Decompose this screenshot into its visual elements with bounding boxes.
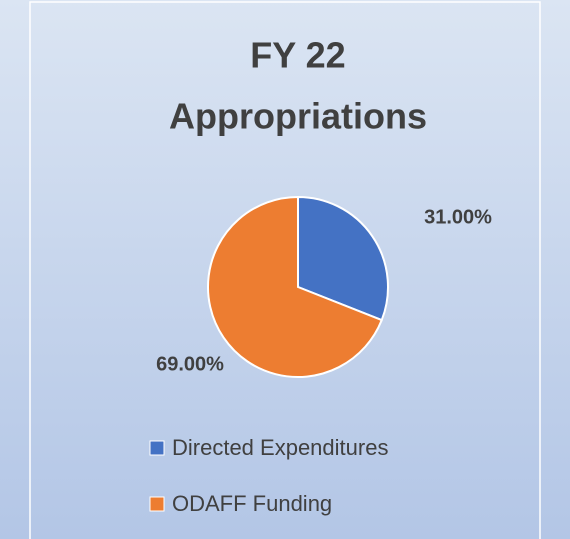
data-label: 69.00% <box>156 353 224 375</box>
legend-swatch <box>149 496 165 512</box>
pie-slice <box>297 195 389 322</box>
legend-swatch <box>149 440 165 456</box>
legend-label: Directed Expenditures <box>172 435 388 460</box>
chart-frame <box>29 1 541 539</box>
data-label: 31.00% <box>424 206 492 228</box>
chart-title: Appropriations <box>169 96 427 137</box>
pie-slice <box>207 195 383 378</box>
legend-label: ODAFF Funding <box>172 491 332 516</box>
chart-title: FY 22 <box>250 35 345 76</box>
